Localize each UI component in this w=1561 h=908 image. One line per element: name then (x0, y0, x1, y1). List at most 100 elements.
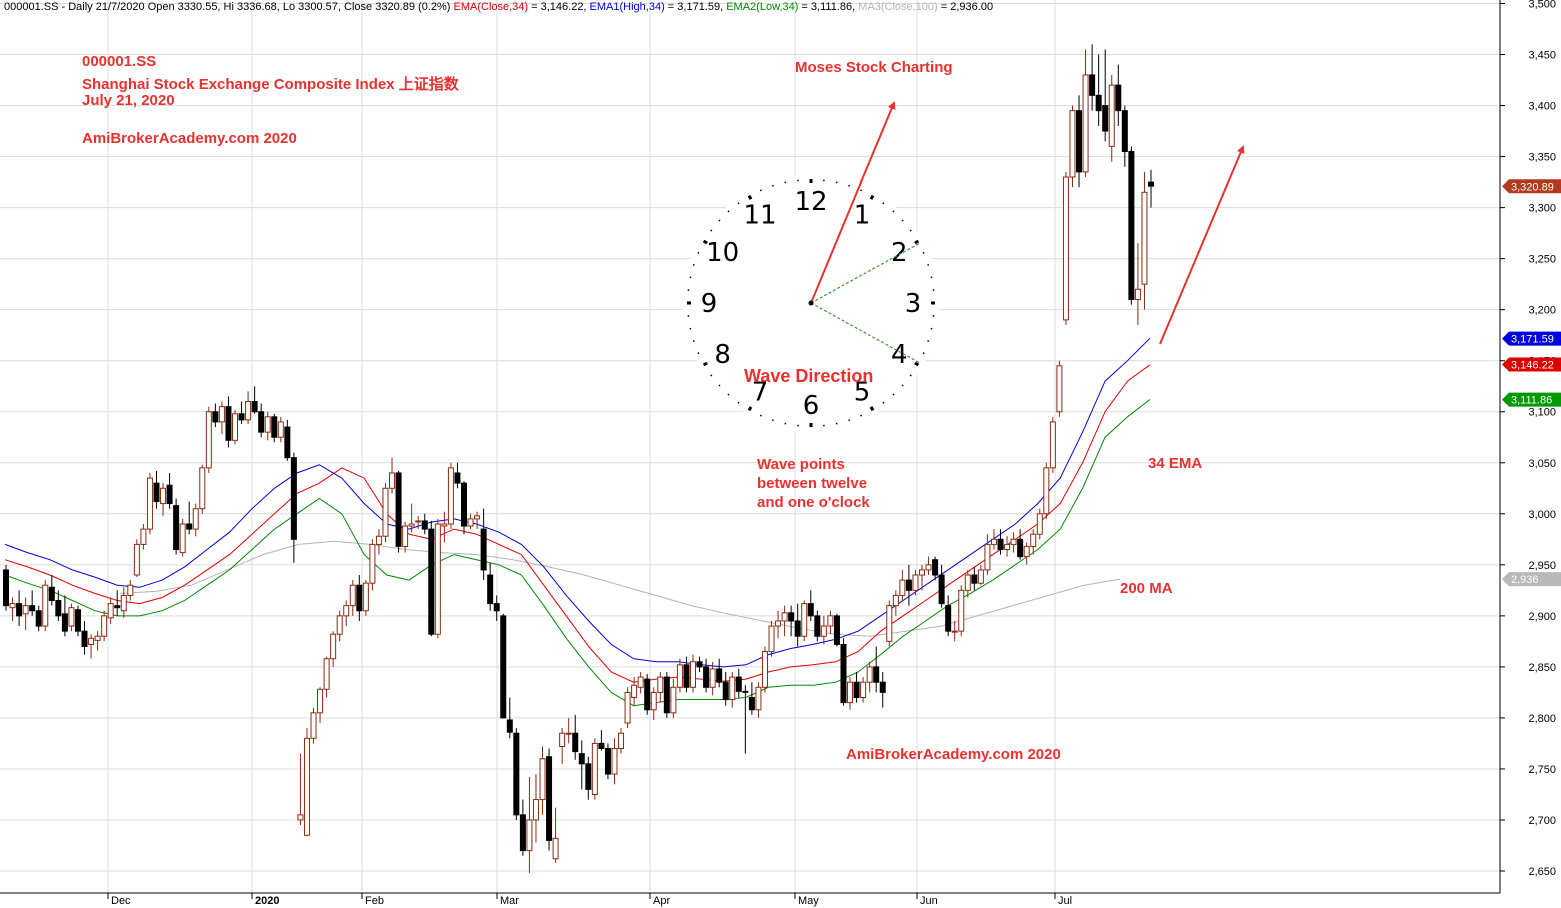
candle (820, 615, 827, 645)
ema-low-value: = 3,111.86, (798, 1, 859, 13)
candle (964, 569, 971, 598)
axis-tick-label: 3,000 (1528, 509, 1556, 521)
candle (637, 671, 644, 694)
candle (258, 403, 265, 438)
candle-body (788, 612, 795, 622)
candle (716, 658, 723, 688)
candle (277, 416, 284, 443)
candle-body (114, 605, 121, 609)
clock-minute-tick (922, 251, 925, 254)
candle (899, 569, 906, 601)
clock-number: 1 (854, 201, 871, 231)
clock-number: 11 (743, 201, 776, 231)
candle (22, 597, 29, 631)
candle (487, 562, 494, 611)
value-tag-label: 3,171.59 (1511, 334, 1554, 346)
candle-body (552, 837, 559, 860)
candle (1043, 462, 1050, 519)
candle (290, 452, 297, 563)
candle-body (258, 411, 265, 433)
candle (722, 671, 729, 706)
ma-label: MA3(Close,100) (858, 1, 938, 13)
candle-body (290, 457, 297, 540)
candle-body (1010, 538, 1017, 545)
candle-body (336, 615, 343, 635)
price-axis: 2,650 2,700 2,750 2,800 2,850 2,900 2,950 3,000… (1499, 0, 1561, 908)
candle-body (624, 691, 631, 724)
candle-body (317, 688, 324, 714)
axis-tick-label: 2,850 (1528, 662, 1556, 674)
value-tag: 3,171.59 (1502, 331, 1561, 346)
candle (631, 677, 638, 706)
value-tag-box (1502, 572, 1561, 587)
clock-minute-tick (727, 393, 730, 396)
candle-body (153, 482, 160, 503)
candle-body (140, 528, 147, 545)
axis-tick-label: 3,100 (1528, 407, 1556, 419)
value-tag-label: 3,146.22 (1511, 360, 1554, 372)
candle (676, 658, 683, 693)
candle (604, 743, 611, 780)
candle (892, 590, 899, 616)
candle-body (42, 584, 49, 627)
candle (271, 413, 278, 443)
candle (264, 411, 271, 441)
wave-direction-label: Wave Direction (744, 366, 874, 386)
candle-body (925, 564, 932, 571)
candle-body (3, 569, 9, 607)
candle-body (591, 742, 598, 795)
candle (696, 656, 703, 672)
candle-body (146, 477, 153, 530)
candle (591, 738, 598, 800)
clock-minute-tick (882, 401, 885, 404)
candle-body (232, 413, 238, 441)
candle-body (742, 690, 749, 693)
candle (173, 498, 180, 555)
candle-body (441, 523, 448, 527)
candle-body (238, 413, 245, 421)
ema-note: 34 EMA (1148, 455, 1203, 472)
candle (1102, 49, 1109, 142)
candle (853, 671, 860, 703)
candle (801, 600, 808, 642)
candle (997, 529, 1004, 555)
last-value-tags: 3,320.89 3,171.59 3,146.22 3,111.86 2,936 (1502, 179, 1561, 587)
candle-body (729, 676, 736, 701)
candle (761, 646, 768, 693)
candle (1017, 529, 1024, 560)
candle-body (703, 666, 710, 688)
clock-number: 7 (752, 377, 769, 407)
clock-minute-tick (710, 229, 713, 232)
candle-body (696, 661, 703, 668)
candle (703, 658, 710, 693)
candle-body (990, 538, 997, 545)
clock-minute-tick (710, 374, 713, 377)
candle (1108, 74, 1115, 162)
candle-body (866, 666, 873, 683)
candle-body (1049, 421, 1056, 469)
candle (3, 564, 9, 611)
ema-high-label: EMA1(High,34) (589, 1, 665, 13)
candle (68, 603, 75, 632)
candle (1023, 542, 1030, 565)
clock-minute-tick (892, 393, 895, 396)
candle (565, 717, 572, 744)
candle-body (919, 569, 925, 576)
candle (788, 605, 795, 637)
candle-body (493, 603, 500, 612)
title-date: July 21, 2020 (82, 92, 175, 109)
candle-body (938, 574, 945, 605)
candle-body (690, 661, 696, 688)
candle-body (160, 487, 167, 505)
candle (905, 564, 912, 606)
candle-body (886, 605, 893, 642)
candle (1004, 536, 1011, 557)
clock-minute-tick (718, 219, 721, 222)
candle-body (428, 528, 435, 635)
candle (585, 756, 592, 800)
value-tag: 2,936 (1502, 572, 1561, 587)
candle-body (853, 681, 860, 698)
candle (1115, 64, 1122, 126)
axis-tick-label: 3,200 (1528, 305, 1556, 317)
candle-body (748, 696, 755, 711)
